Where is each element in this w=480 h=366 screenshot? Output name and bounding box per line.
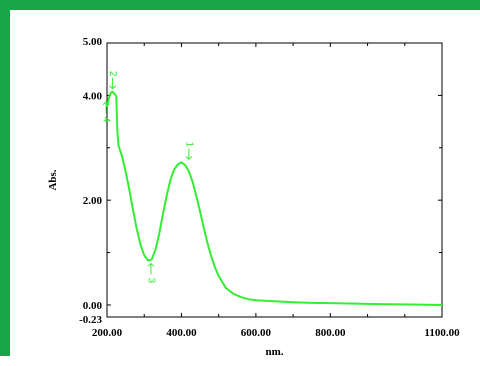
label-layer: 1 2 3 4 — [100, 71, 194, 284]
axes-layer: 200.00 400.00 600.00 800.00 1100.00 5.00 4.00 2… — [47, 36, 460, 358]
x-tick-label: 1100.00 — [424, 327, 460, 339]
x-tick-label: 200.00 — [92, 327, 123, 339]
peak-marker-arrow — [105, 101, 110, 106]
peak-marker-arrow — [150, 263, 155, 267]
spectrum-line — [106, 90, 443, 306]
peak-label: 3 — [145, 278, 156, 284]
chart-frame: 200.00 400.00 600.00 800.00 1100.00 5.00 4.00 2… — [0, 0, 480, 358]
y-tick-label: 5.00 — [83, 36, 103, 48]
curve-layer — [106, 90, 443, 306]
x-tick-label: 600.00 — [241, 327, 272, 339]
peak-label: 2 — [107, 71, 118, 77]
y-axis-title: Abs. — [47, 169, 59, 190]
y-tick-label: 2.00 — [83, 195, 103, 207]
peak-marker-arrow — [109, 85, 113, 90]
x-axis-title: nm. — [265, 346, 283, 358]
peak-marker-arrow — [112, 85, 116, 90]
y-tick-label: 0.00 — [83, 300, 103, 312]
y-tick-label: -0.23 — [79, 314, 102, 326]
plot-area-border — [106, 42, 443, 318]
x-tick-label: 400.00 — [166, 327, 197, 339]
x-tick-label: 800.00 — [315, 327, 346, 339]
peak-marker-arrow — [188, 156, 193, 160]
y-tick-label: 4.00 — [83, 90, 103, 102]
peak-label: 4 — [100, 117, 111, 123]
peak-marker-arrow — [185, 156, 190, 160]
peak-label: 1 — [183, 142, 194, 148]
spectrum-chart: 200.00 400.00 600.00 800.00 1100.00 5.00 4.00 2… — [47, 36, 460, 358]
peak-marker-arrow — [102, 101, 107, 106]
peak-marker-arrow — [147, 263, 152, 267]
